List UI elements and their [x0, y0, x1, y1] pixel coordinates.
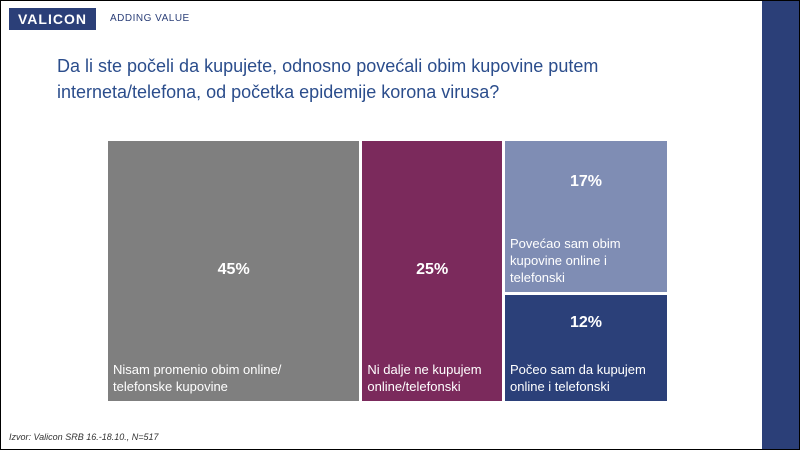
category-label: Ni dalje ne kupujem online/telefonski [367, 362, 482, 394]
category-label: Nisam promenio obim online/ telefonske k… [113, 362, 282, 394]
sidebar [762, 1, 799, 449]
source-note: Izvor: Valicon SRB 16.-18.10., N=517 [9, 432, 159, 442]
treemap-cell: 12% Počeo sam da kupujem online i telefon… [505, 294, 667, 401]
value-label: 25% [416, 261, 449, 278]
value-label: 45% [217, 261, 250, 278]
treemap-cell: 17% Povećao sam obim kupovine online i te… [505, 141, 667, 292]
logo: VALICON [9, 8, 96, 30]
category-label: Počeo sam da kupujem online i telefonski [510, 361, 646, 394]
value-label: 17% [569, 173, 602, 191]
chart-title: Da li ste počeli da kupujete, odnosno po… [57, 56, 599, 102]
tagline: ADDING VALUE [110, 13, 190, 24]
category-label: Povećao sam obim kupovine online i telef… [510, 235, 621, 285]
value-label: 12% [569, 314, 602, 332]
treemap-cell: 45% Nisam promenio obim online/ telefonsk… [108, 141, 360, 401]
treemap-cell: 25% Ni dalje ne kupujem online/telefonski [362, 141, 502, 401]
